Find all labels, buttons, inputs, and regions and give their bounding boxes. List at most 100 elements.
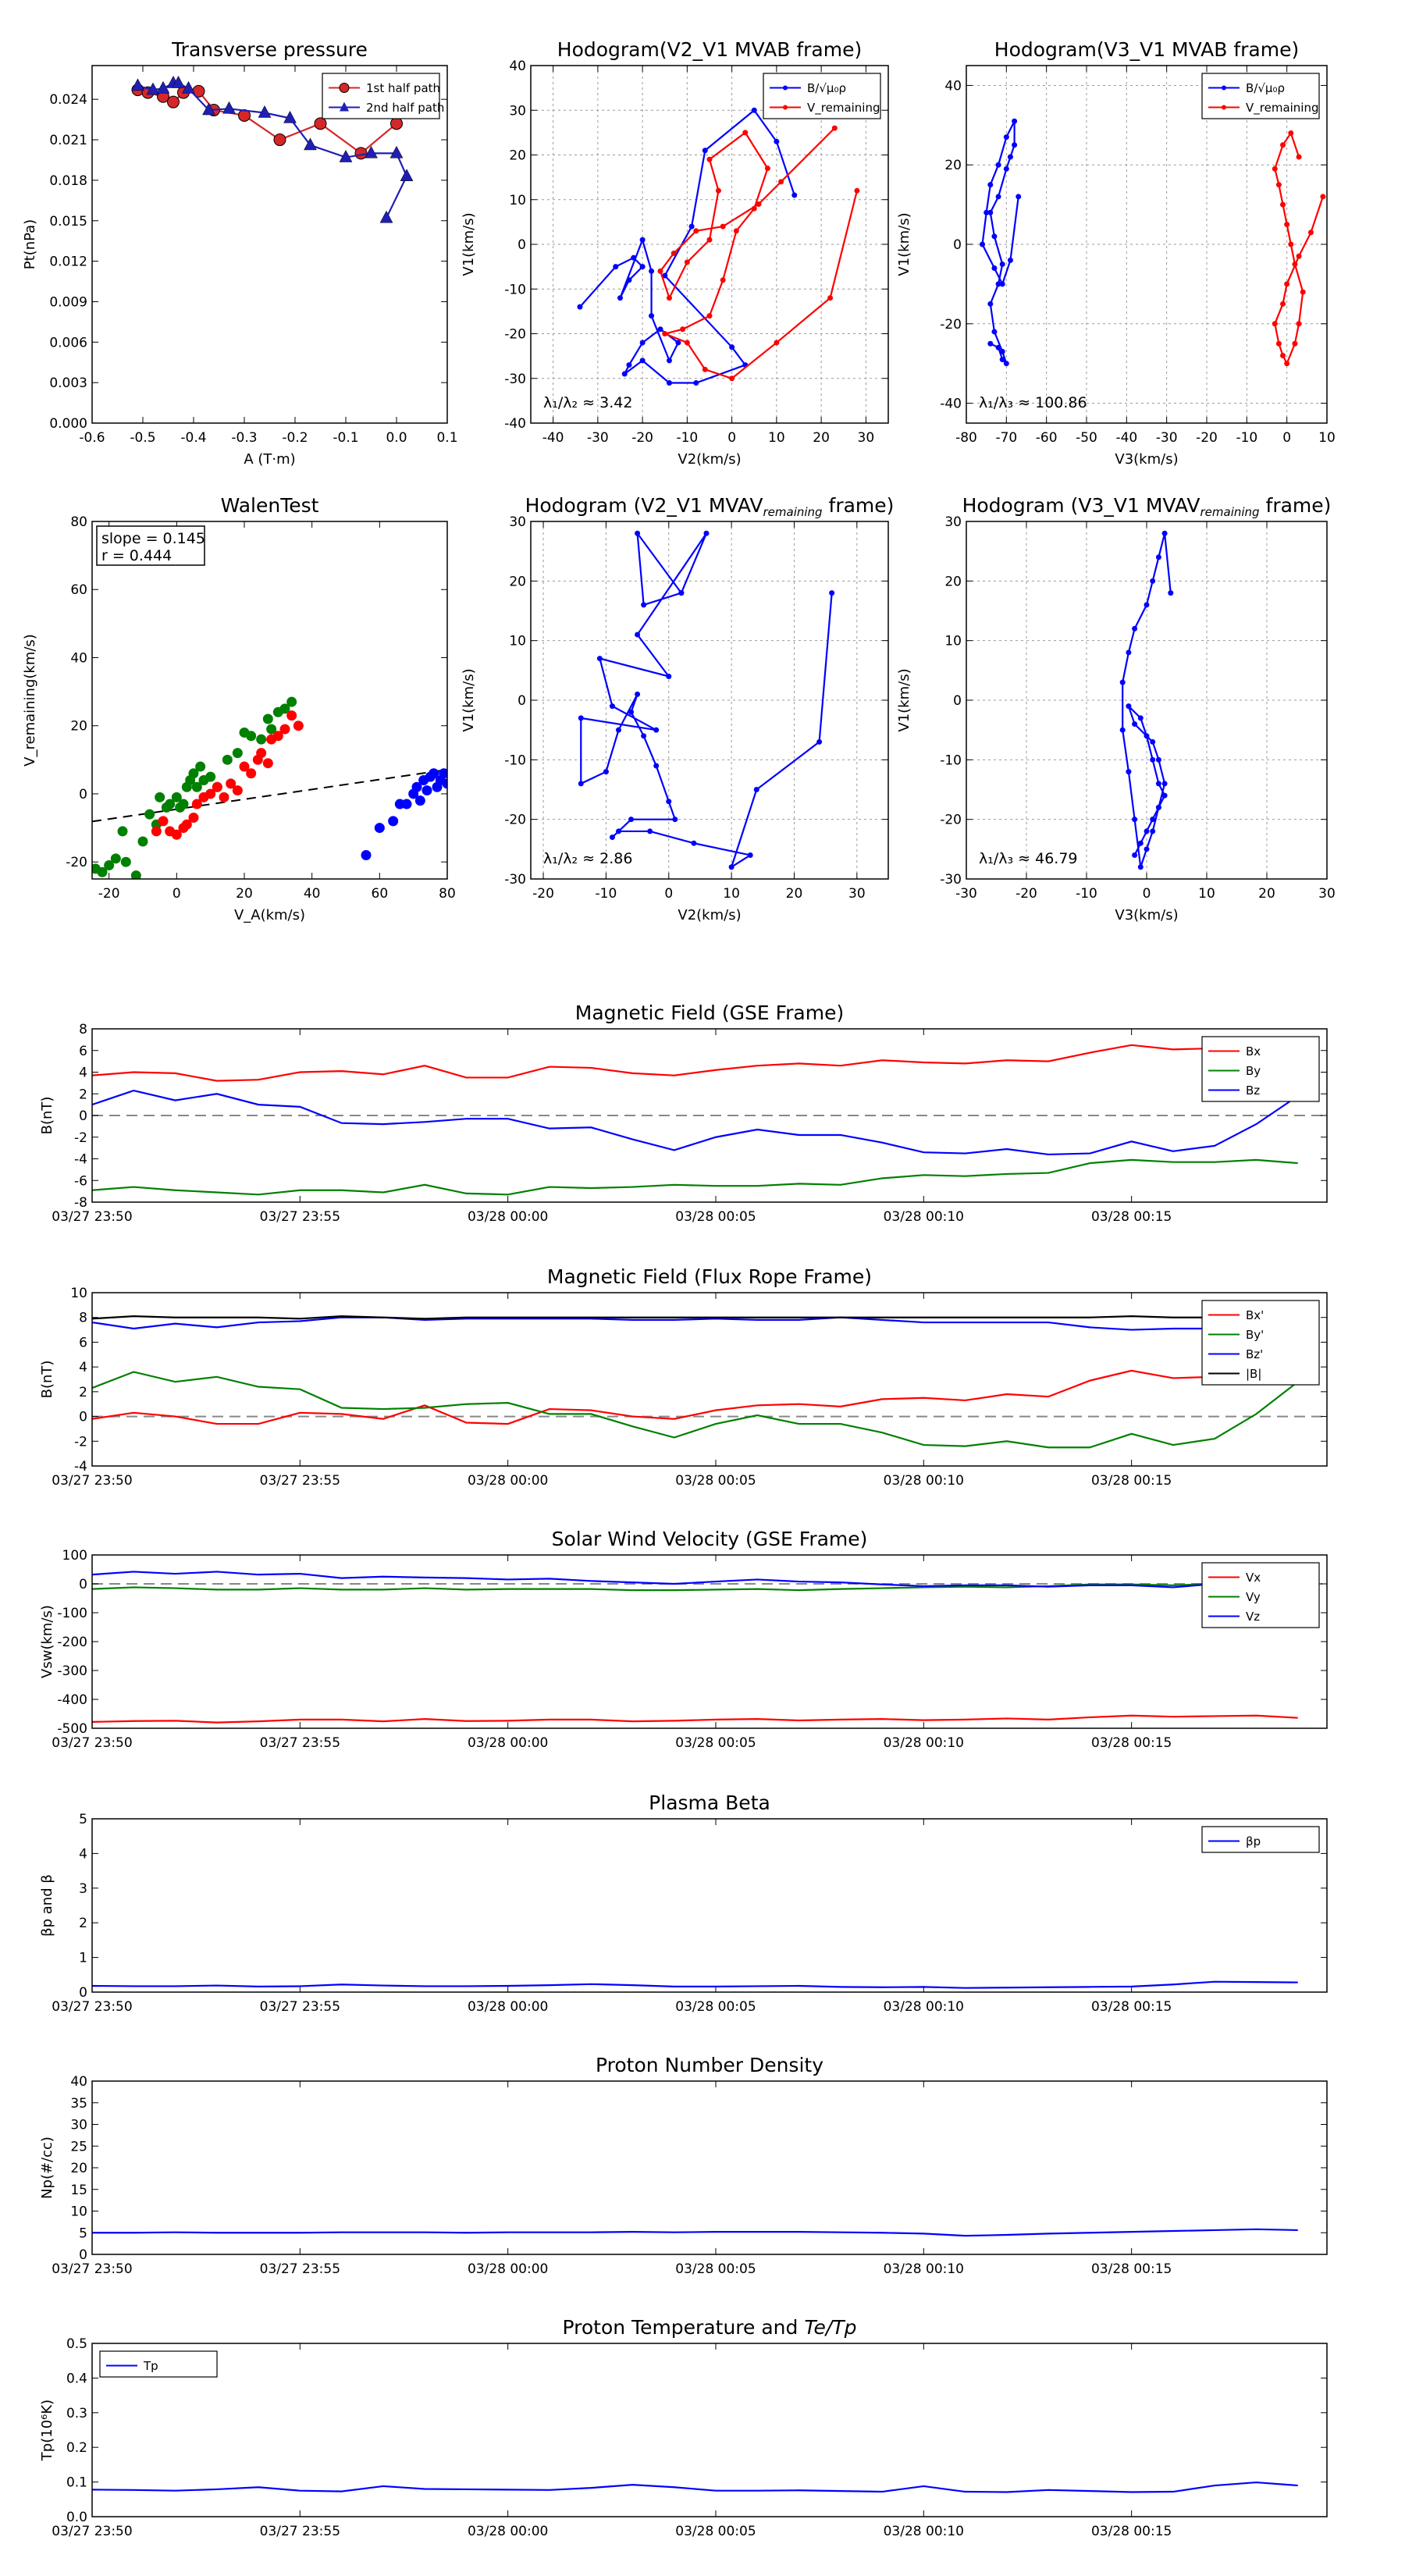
y-tick-label: 10 [509, 634, 526, 649]
y-tick-label: 20 [509, 574, 526, 589]
y-tick-label: 3 [79, 1881, 87, 1897]
data-point [987, 209, 994, 215]
x-tick-label: 0 [1282, 430, 1291, 446]
data-point [283, 110, 297, 123]
x-tick-label: -30 [1156, 430, 1178, 446]
series-bx--line [92, 1369, 1298, 1425]
data-point [97, 866, 108, 877]
data-point [1132, 721, 1138, 728]
chart-7: -4 -2 0 2 4 6 8 10 03/27 23:50 03/27 23:55 03/28 0… [39, 1265, 1328, 1489]
legend-marker [339, 83, 350, 93]
y-tick-label: 35 [70, 2096, 87, 2112]
x-axis-label: V3(km/s) [1115, 451, 1178, 468]
data-point [791, 192, 798, 198]
legend-box [99, 2350, 218, 2378]
y-tick-label: 4 [79, 1066, 87, 1081]
y-tick-label: 10 [70, 2204, 87, 2220]
y-tick-label: -20 [504, 327, 526, 343]
data-point [984, 209, 990, 215]
data-point [1137, 840, 1144, 846]
data-point [1137, 864, 1144, 870]
series-v-remaining-line [659, 127, 858, 379]
x-axis-label: A (T·m) [244, 451, 295, 468]
y-tick-label: 0 [79, 787, 87, 802]
data-point [1126, 769, 1132, 775]
data-point [1012, 142, 1018, 148]
data-point [693, 379, 699, 386]
data-point [1144, 828, 1150, 834]
plot-area [92, 1555, 1327, 1728]
data-point [401, 799, 412, 809]
data-point [1132, 852, 1138, 858]
series-by-line [92, 1158, 1298, 1196]
data-point [703, 530, 710, 536]
chart-2: -40 -20 0 20 40 -80 -70 -60 -50 -40 -30 -20 -10 0 10 Ho… [896, 38, 1336, 468]
x-tick-label: -20 [98, 886, 120, 902]
data-point [1288, 130, 1294, 137]
x-tick-label: 40 [304, 886, 321, 902]
x-tick-label: -0.2 [282, 430, 308, 446]
chart-10: 0 5 10 15 20 25 30 35 40 03/27 23:50 03/27 23:55 03… [39, 2054, 1328, 2277]
series-bx-line [92, 1044, 1257, 1082]
y-tick-label: 40 [509, 59, 526, 74]
chart-title: Hodogram (V3_V1 MVAVremaining frame) [962, 494, 1332, 519]
x-tick-label: 60 [372, 886, 389, 902]
x-tick-label: 30 [858, 430, 875, 446]
data-point [339, 149, 353, 162]
legend-marker [1222, 85, 1226, 91]
data-point [751, 205, 757, 212]
data-point [635, 691, 641, 697]
x-tick-label: 03/27 23:55 [260, 2261, 340, 2277]
plot-frame [91, 1028, 1328, 1203]
data-point [400, 169, 414, 181]
data-point [156, 80, 170, 94]
legend-box [1201, 73, 1320, 119]
x-tick-label: -20 [1196, 430, 1218, 446]
data-point [729, 344, 735, 350]
data-point [747, 852, 753, 858]
y-tick-label: 20 [70, 719, 87, 735]
y-tick-label: 60 [70, 582, 87, 598]
data-point [653, 727, 660, 733]
data-point [390, 117, 403, 130]
chart-title: Plasma Beta [649, 1791, 770, 1814]
y-tick-label: 10 [70, 1286, 87, 1301]
data-point [578, 781, 584, 787]
chart-title: Magnetic Field (GSE Frame) [575, 1002, 844, 1024]
plot-area [92, 2081, 1327, 2254]
data-point [609, 703, 615, 710]
data-point [205, 771, 216, 782]
data-point [702, 366, 708, 372]
x-tick-label: 03/28 00:05 [675, 1473, 756, 1489]
data-point [429, 768, 439, 779]
data-point [577, 304, 583, 310]
plot-frame [91, 2343, 1328, 2517]
x-tick-label: 03/27 23:55 [260, 2524, 340, 2539]
x-tick-label: 0 [664, 886, 673, 902]
x-tick-label: 03/28 00:10 [884, 1209, 964, 1225]
data-point [729, 375, 735, 382]
x-tick-label: 30 [1318, 886, 1336, 902]
data-point [1284, 222, 1290, 228]
plot-area [531, 66, 888, 423]
series-group [980, 118, 1326, 367]
data-point [995, 162, 1001, 168]
plot-frame [91, 521, 448, 880]
data-point [662, 331, 668, 336]
data-point [442, 778, 447, 789]
series-vx-line [92, 1714, 1298, 1724]
data-point [1003, 165, 1009, 172]
plot-area [92, 1819, 1327, 1992]
x-tick-label: 30 [848, 886, 866, 902]
x-tick-label: -0.4 [180, 430, 206, 446]
legend-label: Bx [1246, 1044, 1261, 1059]
chart-title: Hodogram (V2_V1 MVAVremaining frame) [525, 494, 895, 519]
data-point [144, 809, 155, 820]
plot-area [92, 2343, 1327, 2517]
y-tick-label: 8 [79, 1022, 87, 1037]
x-tick-label: -0.1 [333, 430, 358, 446]
data-point [1155, 781, 1161, 787]
data-point [720, 223, 726, 229]
data-point [1126, 703, 1132, 710]
data-point [374, 823, 385, 834]
